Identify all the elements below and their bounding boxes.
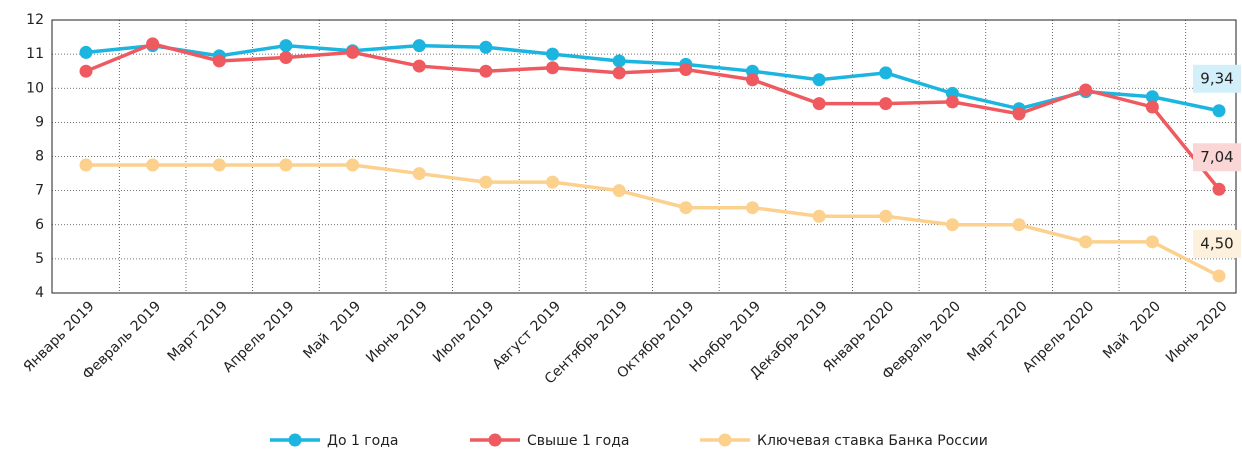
- y-tick-label: 5: [35, 251, 44, 267]
- point: [546, 61, 560, 75]
- x-tick-label: Июнь 2020: [1163, 298, 1231, 366]
- x-tick-label: Июнь 2019: [363, 298, 431, 366]
- value-label: 9,34: [1200, 69, 1233, 87]
- point: [679, 62, 693, 76]
- point: [945, 218, 959, 232]
- point: [745, 73, 759, 87]
- point: [79, 64, 93, 78]
- point: [1012, 107, 1026, 121]
- point: [679, 201, 693, 215]
- point: [279, 51, 293, 65]
- point: [812, 73, 826, 87]
- series-line: [86, 163, 1220, 278]
- y-tick-label: 12: [26, 12, 44, 28]
- point: [1212, 269, 1226, 283]
- point: [412, 39, 426, 53]
- y-tick-label: 8: [35, 149, 44, 165]
- point: [1145, 90, 1159, 104]
- point: [479, 175, 493, 189]
- point: [1145, 235, 1159, 249]
- x-tick-label: Март 2020: [964, 298, 1030, 364]
- point: [1212, 104, 1226, 118]
- point: [546, 175, 560, 189]
- point: [1012, 218, 1026, 232]
- point: [146, 37, 160, 51]
- point: [1079, 235, 1093, 249]
- point: [546, 47, 560, 61]
- x-tick-label: Январь 2020: [820, 298, 897, 375]
- series-line: [85, 43, 1220, 113]
- value-label: 7,04: [1200, 148, 1233, 166]
- point: [412, 59, 426, 73]
- series-line: [85, 42, 1221, 191]
- point: [346, 45, 360, 59]
- value-label-box: [1193, 229, 1241, 258]
- value-label-box: [1193, 64, 1241, 93]
- point: [479, 40, 493, 54]
- y-tick-label: 6: [35, 217, 44, 233]
- point: [212, 158, 226, 172]
- point: [945, 95, 959, 109]
- x-tick-label: Апрель 2019: [220, 298, 297, 375]
- x-tick-label: Март 2019: [165, 298, 231, 364]
- point: [279, 39, 293, 53]
- y-tick-label: 11: [26, 46, 44, 62]
- y-tick-label: 10: [26, 80, 44, 96]
- value-label-box: [1193, 143, 1241, 172]
- point: [745, 201, 759, 215]
- point: [79, 45, 93, 59]
- x-tick-label: Август 2019: [490, 298, 565, 373]
- point: [1079, 83, 1093, 97]
- point: [879, 97, 893, 111]
- point: [612, 184, 626, 198]
- point: [879, 66, 893, 80]
- legend-marker: [288, 433, 302, 447]
- legend-label: До 1 года: [327, 433, 399, 449]
- point: [479, 64, 493, 78]
- legend-label: Ключевая ставка Банка России: [757, 433, 988, 449]
- point: [879, 209, 893, 223]
- legend-marker: [718, 433, 732, 447]
- point: [1212, 182, 1226, 196]
- legend-marker: [488, 433, 502, 447]
- legend-label: Свыше 1 года: [527, 433, 630, 449]
- point: [146, 158, 160, 172]
- point: [212, 54, 226, 68]
- point: [612, 54, 626, 68]
- point: [1145, 100, 1159, 114]
- x-tick-label: Май 2019: [300, 298, 364, 362]
- y-tick-label: 7: [35, 183, 44, 199]
- point: [812, 97, 826, 111]
- x-tick-label: Май 2020: [1100, 298, 1164, 362]
- y-tick-label: 4: [35, 285, 44, 301]
- point: [79, 158, 93, 172]
- point: [612, 66, 626, 80]
- x-tick-label: Апрель 2020: [1020, 298, 1097, 375]
- point: [412, 167, 426, 181]
- point: [346, 158, 360, 172]
- x-tick-label: Июль 2019: [430, 298, 498, 366]
- x-tick-label: Январь 2019: [21, 298, 98, 375]
- point: [812, 209, 826, 223]
- point: [279, 158, 293, 172]
- value-label: 4,50: [1200, 234, 1233, 252]
- y-tick-label: 9: [35, 114, 44, 130]
